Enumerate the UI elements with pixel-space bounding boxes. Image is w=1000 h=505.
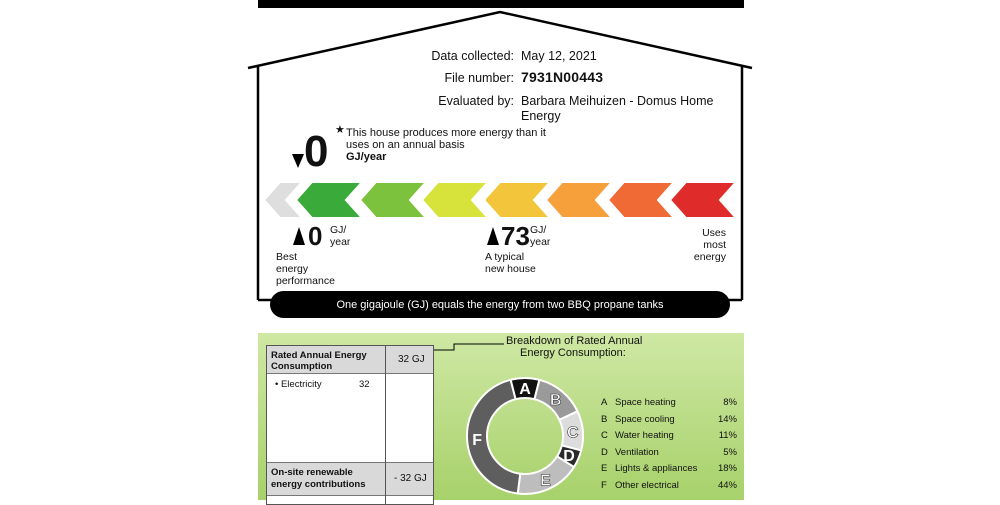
legend-letter: A [601,397,608,408]
legend-name: Other electrical [615,479,679,491]
worst-label-line3: energy [693,251,726,263]
rated-label-line2: Consumption [271,361,333,372]
legend-row-c: C Water heating 11% [601,430,737,447]
best-value: 0 [308,221,323,251]
rating-note-line2: uses on an annual basis [346,139,465,151]
renewable-label-line1: On-site renewable [271,467,353,478]
rating-note-line1: This house produces more energy than it [346,127,546,139]
scale-chevron [544,181,615,219]
legend-row-e: E Lights & appliances 18% [601,463,737,480]
legend-pct: 5% [723,446,737,458]
breakdown-title-line1: Breakdown of Rated Annual [506,335,643,347]
best-label-line3: performance [276,275,335,287]
date-value: May 12, 2021 [521,49,597,63]
donut-label-d: D [563,448,575,465]
legend-letter: E [601,463,608,474]
date-label: Data collected: [431,49,514,63]
electricity-value: 32 [359,379,370,390]
gigajoule-note: One gigajoule (GJ) equals the energy fro… [270,291,730,318]
scale-chevron [668,181,739,219]
connector-line [434,343,504,351]
best-label-line2: energy [276,263,309,275]
renewable-label-line2: energy contributions [271,479,366,490]
donut-label-a: A [519,381,531,398]
typical-arrow-icon [487,227,499,245]
evaluator-line1: Barbara Meihuizen - Domus Home [521,94,714,108]
legend-row-b: B Space cooling 14% [601,414,737,431]
worst-label-line1: Uses [702,227,726,239]
legend-row-f: F Other electrical 44% [601,480,737,497]
donut-label-c: C [567,424,579,441]
legend-name: Space heating [615,397,676,408]
scale-chevron [420,181,491,219]
file-number: 7931N00443 [521,69,604,85]
energy-scale [264,181,739,219]
scale-chevron [358,181,429,219]
best-unit-line2: year [330,236,351,248]
breakdown-title-line2: Energy Consumption: [520,347,626,359]
file-label: File number: [444,71,514,85]
donut-slice-f [466,378,522,495]
rated-row [267,346,433,374]
best-label-line1: Best [276,251,298,263]
table-divider [385,346,386,504]
top-bar [258,0,744,8]
rating-arrow-icon [292,154,304,168]
typical-unit-line1: GJ/ [530,224,547,236]
legend-name: Space cooling [615,413,675,425]
legend-pct: 11% [718,430,737,441]
legend-letter: C [601,430,608,441]
typical-value: 73 [501,221,530,251]
best-unit-line1: GJ/ [330,224,347,236]
scale-chevron [606,181,677,219]
evaluator-label: Evaluated by: [438,94,514,108]
legend-row-d: D Ventilation 5% [601,447,737,464]
renewable-row [267,462,433,496]
renewable-value: - 32 GJ [394,473,427,484]
legend-letter: F [601,479,607,491]
rating-unit: GJ/year [346,151,387,163]
legend-name: Ventilation [615,446,659,458]
legend-name: Lights & appliances [615,463,698,474]
legend-letter: B [601,413,608,425]
evaluator-line2: Energy [521,109,561,123]
legend-name: Water heating [615,430,674,441]
best-arrow-icon [293,227,305,245]
legend-pct: 18% [717,463,737,474]
scale-chevron [482,181,553,219]
scale-chevron [264,181,305,219]
typical-unit-line2: year [530,236,551,248]
donut-label-b: B [550,392,562,409]
scale-chevron [294,181,365,219]
legend-pct: 8% [723,397,737,408]
rated-value: 32 GJ [398,354,425,365]
typical-label-line2: new house [485,263,536,275]
electricity-label: • Electricity [275,379,322,390]
legend-letter: D [601,446,608,458]
breakdown-legend: A Space heating 8% B Space cooling 14% C Water … [601,397,737,496]
legend-pct: 14% [717,413,737,425]
legend-pct: 44% [717,479,737,491]
typical-label-line1: A typical [485,251,525,263]
rating-value: 0 [304,127,329,176]
donut-label-f: F [472,432,482,449]
star-icon: ★ [335,124,345,136]
consumption-table: Rated Annual Energy Consumption 32 GJ • … [266,345,434,505]
legend-row-a: A Space heating 8% [601,397,737,414]
donut-label-e: E [540,472,551,489]
rated-label-line1: Rated Annual Energy [271,350,367,361]
worst-label-line2: most [703,239,726,251]
